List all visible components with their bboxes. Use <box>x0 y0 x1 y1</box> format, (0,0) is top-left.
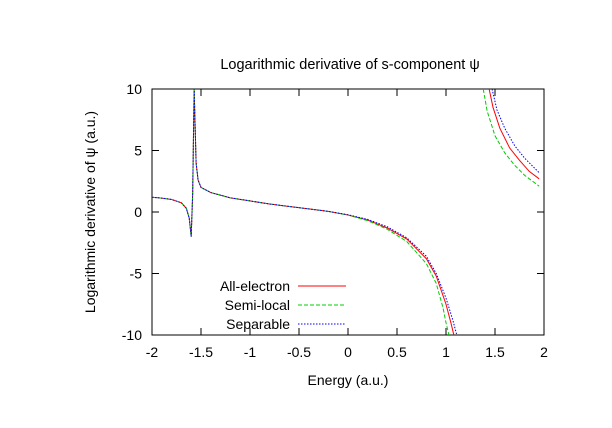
x-tick-label: 0.5 <box>387 344 407 360</box>
series-line-separable <box>152 89 458 335</box>
x-tick-labels: -2 -1.5 -1 -0.5 0 0.5 1 1.5 2 <box>146 344 548 360</box>
y-tick-label: 10 <box>126 81 142 97</box>
y-tick-label: -10 <box>122 327 142 343</box>
x-tick-label: 1 <box>442 344 450 360</box>
x-tick-label: -2 <box>146 344 159 360</box>
x-tick-label: -1.5 <box>189 344 213 360</box>
x-tick-label: -1 <box>244 344 257 360</box>
x-tick-label: 1.5 <box>485 344 505 360</box>
y-tick-label: -5 <box>130 266 143 282</box>
series-line-semi-local <box>482 89 540 187</box>
series-line-semi-local <box>152 89 450 335</box>
y-axis-label: Logarithmic derivative of ψ (a.u.) <box>82 111 98 313</box>
x-tick-label: -0.5 <box>287 344 311 360</box>
x-tick-label: 0 <box>344 344 352 360</box>
series-line-all-electron <box>488 89 540 180</box>
series-line-all-electron <box>152 89 455 335</box>
y-tick-labels: -10 -5 0 5 10 <box>122 81 142 343</box>
x-axis-label: Energy (a.u.) <box>308 372 389 388</box>
axis-ticks <box>151 88 545 336</box>
legend-label: Separable <box>226 316 290 332</box>
plot-frame <box>151 88 545 336</box>
y-tick-label: 0 <box>134 204 142 220</box>
legend-label: All-electron <box>220 278 290 294</box>
chart-title: Logarithmic derivative of s-component ψ <box>220 57 479 73</box>
legend: All-electron Semi-local Separable <box>220 278 346 332</box>
y-tick-label: 5 <box>134 143 142 159</box>
x-tick-label: 2 <box>540 344 548 360</box>
series-line-separable <box>491 89 540 173</box>
series-layer <box>152 89 540 335</box>
legend-label: Semi-local <box>225 297 290 313</box>
